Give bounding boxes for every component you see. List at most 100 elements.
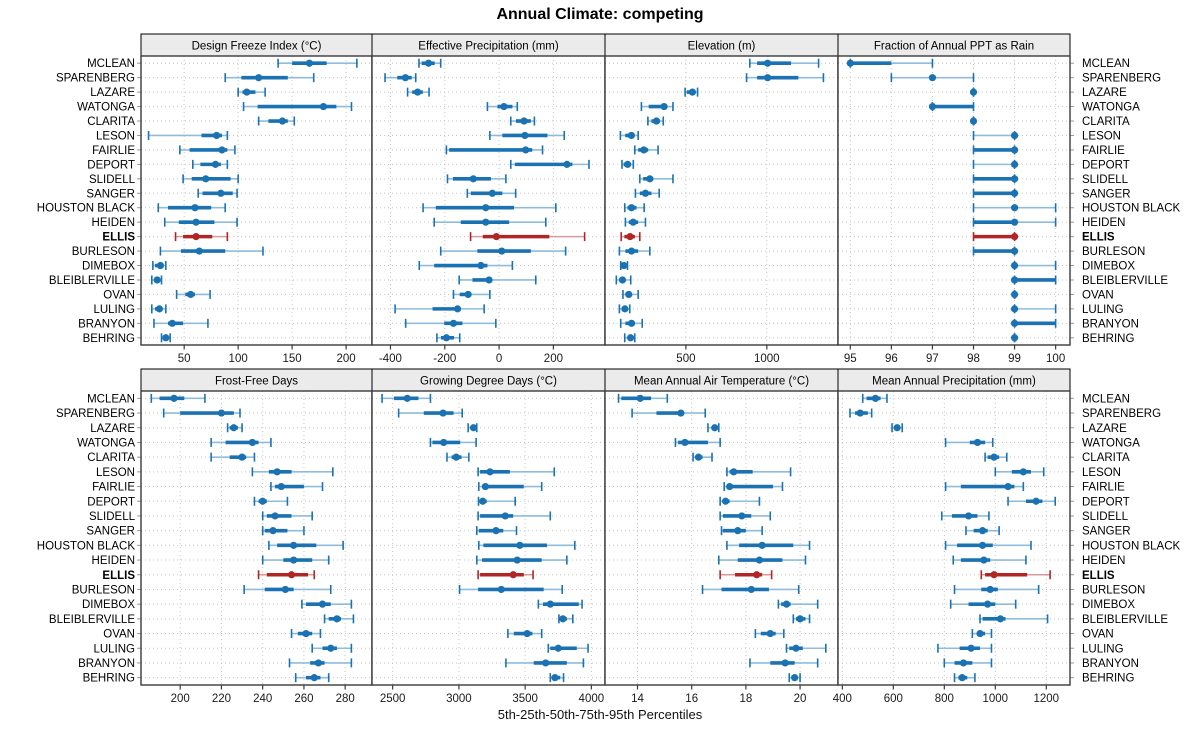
median-dot xyxy=(156,261,165,270)
median-dot xyxy=(1010,146,1019,154)
site-label-left: SPARENBERG xyxy=(56,408,135,420)
median-dot xyxy=(168,319,176,327)
median-dot xyxy=(1004,482,1012,491)
site-label-right: BLEIBLERVILLE xyxy=(1082,275,1168,287)
median-dot xyxy=(500,102,508,111)
median-dot xyxy=(187,290,195,299)
site-label-right: DEPORT xyxy=(1082,496,1130,508)
median-dot xyxy=(162,334,170,342)
median-dot xyxy=(747,585,755,594)
chart-title: Annual Climate: competing xyxy=(496,6,704,23)
median-dot xyxy=(464,290,472,299)
median-dot xyxy=(627,131,635,140)
axis-tick-label: 240 xyxy=(253,693,272,705)
median-dot xyxy=(1010,204,1019,212)
site-label-left: DEPORT xyxy=(87,496,135,508)
strip-title: Fraction of Annual PPT as Rain xyxy=(874,41,1034,53)
median-dot xyxy=(755,556,764,564)
median-dot xyxy=(318,600,327,608)
median-dot xyxy=(990,453,998,461)
site-label-left: LULING xyxy=(93,643,135,655)
median-dot xyxy=(660,102,668,111)
median-dot xyxy=(259,497,267,505)
site-label-left: BRANYON xyxy=(78,318,135,330)
median-dot xyxy=(967,644,975,652)
site-label-left: CLARITA xyxy=(87,452,135,464)
median-dot xyxy=(1010,233,1019,241)
median-dot xyxy=(440,438,448,447)
site-label-right: FAIRLIE xyxy=(1082,145,1125,157)
median-dot xyxy=(453,305,462,313)
axis-tick-label: 600 xyxy=(884,693,903,705)
site-label-left: DIMEBOX xyxy=(82,599,135,611)
median-dot xyxy=(469,175,477,183)
site-label-left: WATONGA xyxy=(77,102,135,114)
site-label-right: HOUSTON BLACK xyxy=(1082,540,1181,552)
median-dot xyxy=(192,233,200,241)
median-dot xyxy=(796,615,804,623)
median-dot xyxy=(871,394,880,402)
median-dot xyxy=(486,468,494,476)
median-dot xyxy=(764,59,772,67)
median-dot xyxy=(620,261,628,270)
site-label-right: DIMEBOX xyxy=(1082,261,1135,273)
strip-title: Design Freeze Index (°C) xyxy=(192,41,322,53)
median-dot xyxy=(694,453,703,461)
site-label-left: HEIDEN xyxy=(92,217,135,229)
median-dot xyxy=(1010,334,1019,342)
median-dot xyxy=(626,334,635,342)
median-dot xyxy=(652,117,661,125)
median-dot xyxy=(269,527,277,535)
median-dot xyxy=(521,131,529,140)
median-dot xyxy=(481,482,489,491)
median-dot xyxy=(212,131,221,140)
median-dot xyxy=(792,644,800,652)
median-dot xyxy=(791,674,799,682)
median-dot xyxy=(627,247,636,255)
site-label-right: WATONGA xyxy=(1082,102,1140,114)
median-dot xyxy=(990,571,998,579)
site-label-left: SANGER xyxy=(86,188,135,200)
site-label-left: WATONGA xyxy=(77,437,135,449)
strip-title: Frost-Free Days xyxy=(215,376,298,388)
site-label-right: ELLIS xyxy=(1082,232,1115,244)
site-label-left: OVAN xyxy=(103,629,135,641)
median-dot xyxy=(513,556,521,564)
site-label-right: MCLEAN xyxy=(1082,58,1130,70)
site-label-left: BEHRING xyxy=(83,673,135,685)
panel-bg xyxy=(372,56,605,345)
median-dot xyxy=(688,88,696,96)
site-label-left: LESON xyxy=(96,130,135,142)
axis-tick-label: 400 xyxy=(833,693,852,705)
median-dot xyxy=(230,424,238,432)
site-label-right: BRANYON xyxy=(1082,658,1139,670)
axis-tick-label: 500 xyxy=(676,353,695,365)
median-dot xyxy=(625,290,633,299)
axis-tick-label: 200 xyxy=(544,353,563,365)
axis-tick-label: 14 xyxy=(631,693,644,705)
median-dot xyxy=(449,319,458,327)
strip-title: Effective Precipitation (mm) xyxy=(418,41,559,53)
axis-tick-label: 280 xyxy=(336,693,355,705)
axis-tick-label: 97 xyxy=(926,353,939,365)
site-label-right: HEIDEN xyxy=(1082,217,1125,229)
median-dot xyxy=(681,438,689,447)
median-dot xyxy=(238,453,246,461)
axis-tick-label: 260 xyxy=(294,693,313,705)
axis-tick-label: 0 xyxy=(496,353,502,365)
site-label-left: SANGER xyxy=(86,526,135,538)
median-dot xyxy=(509,571,517,579)
median-dot xyxy=(218,146,226,154)
median-dot xyxy=(1010,290,1019,299)
site-label-right: CLARITA xyxy=(1082,452,1130,464)
site-label-right: BLEIBLERVILLE xyxy=(1082,614,1168,626)
median-dot xyxy=(414,88,422,96)
median-dot xyxy=(482,204,490,212)
median-dot xyxy=(273,468,281,476)
median-dot xyxy=(542,659,550,667)
median-dot xyxy=(964,512,973,520)
axis-tick-label: 18 xyxy=(739,693,752,705)
axis-tick-label: 2500 xyxy=(380,693,406,705)
median-dot xyxy=(211,160,220,168)
